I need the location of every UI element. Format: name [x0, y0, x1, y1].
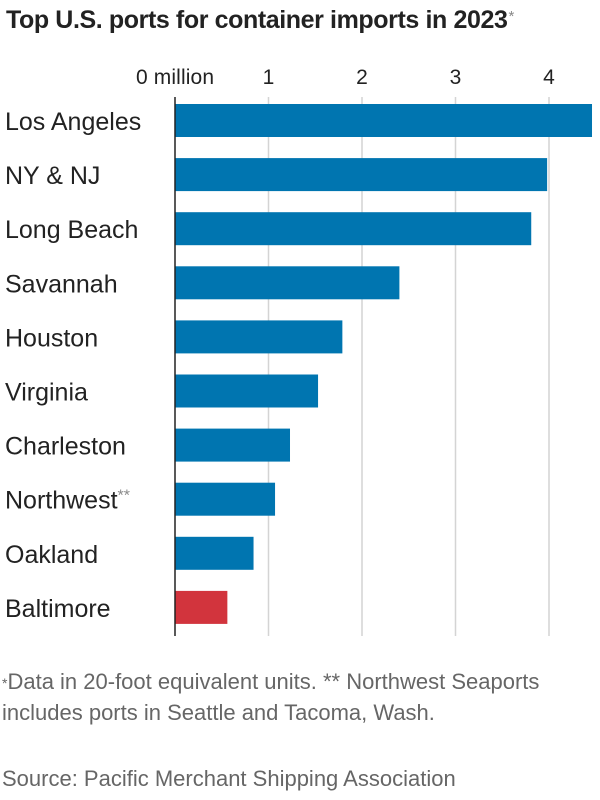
bar-virginia — [175, 374, 319, 408]
category-label-houston: Houston — [5, 324, 98, 352]
bar-chart: 0 million 1 2 3 4 Los Angeles NY & NJ Long Bea… — [5, 66, 593, 636]
footnote-marker: * — [2, 675, 8, 691]
bars — [175, 104, 593, 624]
bar-oakland — [175, 536, 254, 570]
tick-label-3: 3 — [450, 66, 462, 89]
category-label-baltimore: Baltimore — [5, 595, 111, 623]
chart-title-text: Top U.S. ports for container imports in … — [6, 6, 508, 34]
bar-northwest — [175, 482, 276, 516]
footnote: *Data in 20-foot equivalent units. ** No… — [2, 666, 592, 728]
bar-baltimore — [175, 590, 228, 624]
tick-label-0: 0 million — [136, 66, 214, 89]
category-label-long-beach: Long Beach — [5, 216, 138, 244]
category-label-virginia: Virginia — [5, 379, 88, 407]
category-label-savannah: Savannah — [5, 270, 118, 298]
tick-label-2: 2 — [356, 66, 368, 89]
bar-savannah — [175, 266, 400, 300]
category-labels: Los Angeles NY & NJ Long Beach Savannah Hous… — [5, 108, 141, 623]
footnote-text: Data in 20-foot equivalent units. ** Nor… — [2, 669, 540, 725]
bar-houston — [175, 320, 343, 354]
category-label-northwest: Northwest** — [5, 487, 130, 515]
bar-long-beach — [175, 212, 532, 246]
chart-title: Top U.S. ports for container imports in … — [6, 6, 594, 35]
bar-ny-nj — [175, 158, 548, 192]
source-note: Source: Pacific Merchant Shipping Associ… — [2, 766, 456, 791]
tick-label-4: 4 — [543, 66, 555, 89]
bar-charleston — [175, 428, 291, 462]
category-label-los-angeles: Los Angeles — [5, 108, 141, 136]
tick-label-1: 1 — [263, 66, 275, 89]
bar-los-angeles — [175, 104, 593, 137]
category-label-ny-nj: NY & NJ — [5, 162, 100, 190]
category-label-oakland: Oakland — [5, 541, 98, 569]
category-label-charleston: Charleston — [5, 433, 126, 461]
chart-title-marker: * — [508, 8, 514, 25]
x-axis-ticks: 0 million 1 2 3 4 — [136, 66, 555, 89]
category-marker-northwest: ** — [118, 488, 130, 505]
